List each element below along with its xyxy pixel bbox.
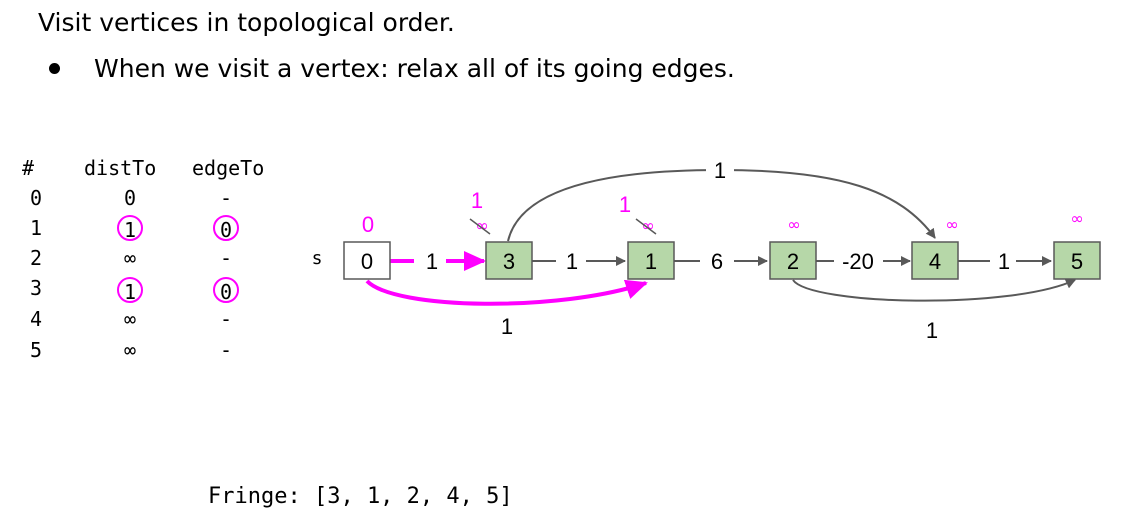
node-4: 4 [911, 241, 959, 280]
edge-4-5-weight: 1 [998, 249, 1010, 274]
row-distto: 0 [123, 186, 137, 210]
row-distto-highlighted: 1 [117, 215, 143, 242]
edge-1-2-weight: 6 [711, 249, 723, 274]
node-2-label: 2 [787, 249, 799, 274]
slide-title: Visit vertices in topological order. [38, 8, 455, 37]
node-4-dist: ∞ [945, 215, 958, 234]
strike-mark [635, 218, 657, 235]
table-header-index: # [22, 156, 35, 180]
row-index: 1 [29, 216, 43, 240]
row-edgeto: - [219, 307, 233, 331]
row-distto: ∞ [123, 338, 137, 362]
edge-3-1-weight: 1 [566, 249, 578, 274]
table-header-distto: distTo [84, 156, 157, 180]
row-distto-highlighted: 1 [117, 277, 143, 304]
table-header-edgeto: edgeTo [192, 156, 265, 180]
row-distto: ∞ [123, 246, 137, 270]
node-0-dist: 0 [362, 212, 374, 237]
node-5: 5 [1053, 241, 1101, 280]
node-1-dist: 1 [619, 192, 631, 217]
edge-0-1-weight: 1 [501, 314, 513, 339]
edge-0-3-weight: 1 [426, 249, 438, 274]
strike-mark [469, 218, 491, 235]
edge-0-1 [365, 279, 648, 306]
source-label: s [312, 248, 323, 269]
row-edgeto: - [219, 246, 233, 270]
row-index: 0 [29, 186, 43, 210]
node-0: 0 [343, 241, 391, 280]
node-5-label: 5 [1071, 249, 1083, 274]
bullet-text: When we visit a vertex: relax all of its… [94, 54, 735, 83]
node-2-dist: ∞ [787, 215, 800, 234]
node-5-dist: ∞ [1070, 209, 1083, 228]
row-distto: ∞ [123, 307, 137, 331]
bullet-dot [49, 63, 60, 74]
node-2: 2 [769, 241, 817, 280]
node-3-label: 3 [503, 249, 515, 274]
edge-2-5 [792, 279, 1076, 302]
edge-3-4-weight: 1 [714, 158, 726, 183]
fringe-text: Fringe: [3, 1, 2, 4, 5] [208, 484, 513, 509]
edge-2-4-weight: -20 [842, 249, 874, 274]
row-edgeto-highlighted: 0 [213, 277, 239, 304]
edge-2-5-weight: 1 [926, 318, 938, 343]
node-0-label: 0 [361, 249, 373, 274]
row-index: 5 [29, 338, 43, 362]
row-edgeto: - [219, 186, 233, 210]
node-4-label: 4 [929, 249, 941, 274]
node-1: 1 [627, 241, 675, 280]
row-index: 2 [29, 246, 43, 270]
row-index: 3 [29, 276, 43, 300]
node-1-label: 1 [645, 249, 657, 274]
row-index: 4 [29, 307, 43, 331]
node-3: 3 [485, 241, 533, 280]
row-edgeto: - [219, 338, 233, 362]
node-3-dist: 1 [471, 188, 483, 213]
row-edgeto-highlighted: 0 [213, 215, 239, 242]
